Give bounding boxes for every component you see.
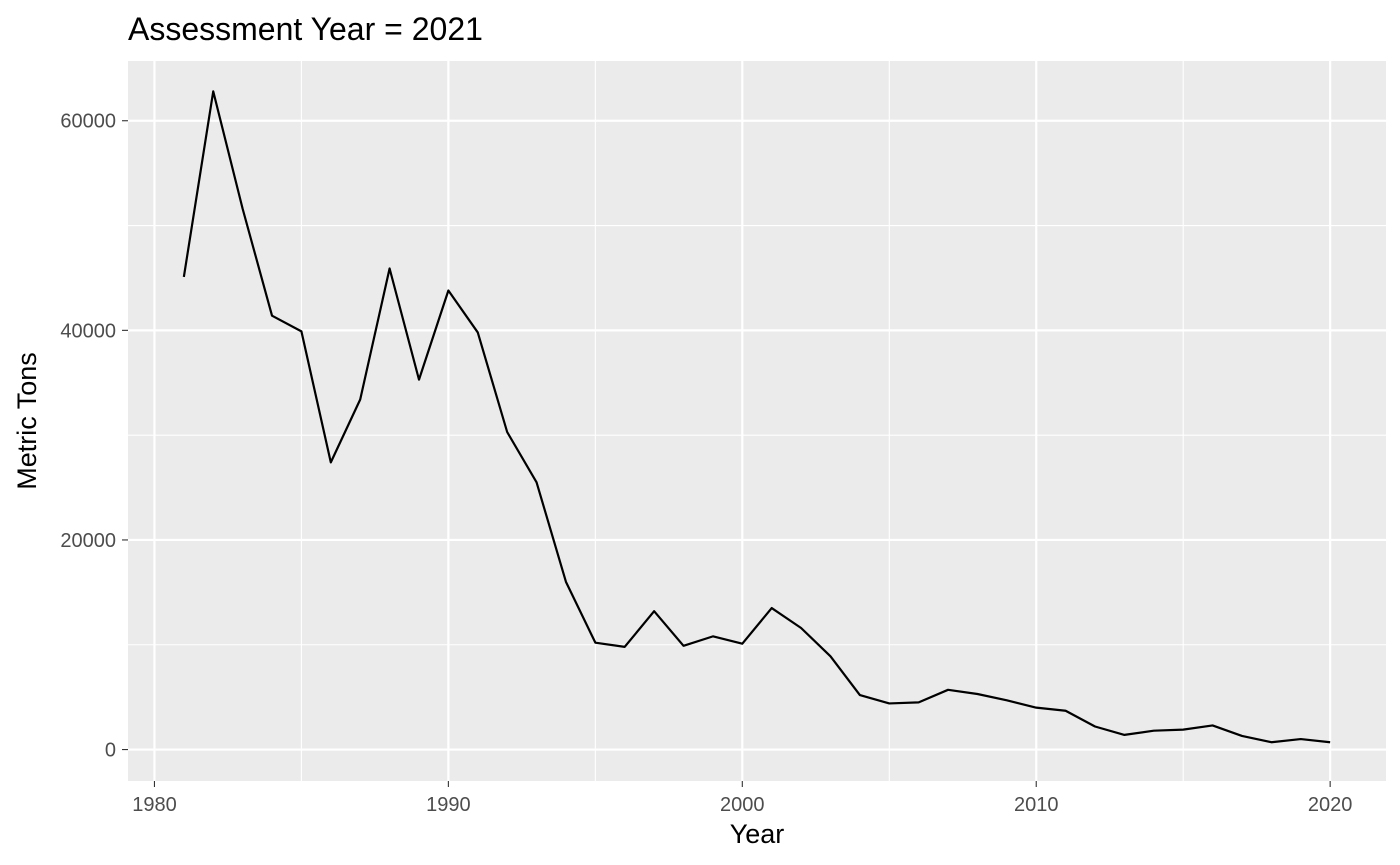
y-tick-label: 40000 (60, 320, 116, 342)
y-tick-label: 20000 (60, 530, 116, 552)
series-line (182, 90, 1331, 744)
y-axis-title: Metric Tons (12, 352, 42, 490)
x-axis-ticks: 1980 1990 2000 2010 2020 (132, 781, 1352, 816)
x-axis-title: Year (730, 819, 785, 849)
x-tick-label: 2000 (720, 794, 765, 816)
x-tick-label: 1980 (132, 794, 177, 816)
x-tick-label: 2010 (1014, 794, 1059, 816)
x-tick-label: 2020 (1308, 794, 1353, 816)
x-tick-label: 1990 (426, 794, 471, 816)
y-tick-label: 0 (105, 740, 116, 762)
y-tick-label: 60000 (60, 111, 116, 133)
minor-grid-lines (128, 61, 1386, 781)
major-grid-lines (128, 61, 1386, 781)
y-axis-ticks: 0 20000 40000 60000 (60, 111, 128, 762)
chart-title: Assessment Year = 2021 (128, 11, 483, 47)
plot-panel (128, 61, 1386, 781)
